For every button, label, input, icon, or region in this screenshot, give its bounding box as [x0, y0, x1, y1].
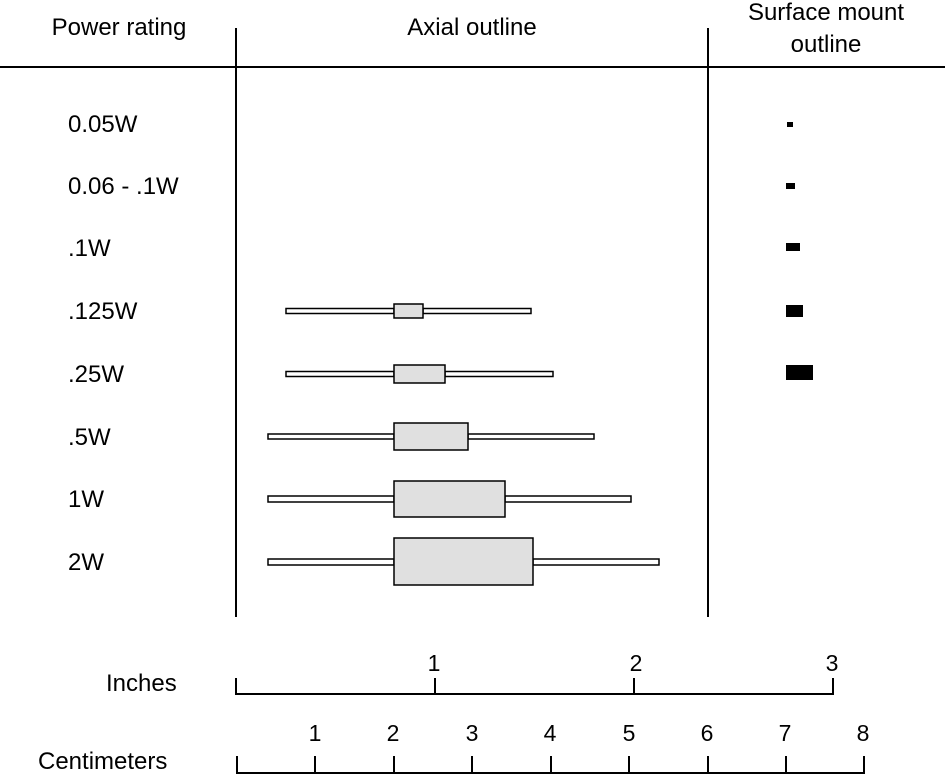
- centimeters-label: Centimeters: [38, 748, 167, 775]
- resistor-body: [393, 422, 469, 451]
- cm-tick-label: 6: [701, 720, 714, 746]
- cm-tick-label: 1: [309, 720, 322, 746]
- axial-outline-0.25w: [285, 364, 554, 384]
- lead-left: [285, 370, 395, 378]
- cm-tick-label: 2: [387, 720, 400, 746]
- axial-outline-0.125w: [285, 303, 532, 319]
- axial-outline-0.5w: [267, 422, 595, 451]
- inches-tick-label: 3: [826, 650, 839, 676]
- smd-outline-0.05w: [787, 122, 793, 127]
- rating-label: .125W: [68, 298, 138, 325]
- rating-label: .5W: [68, 424, 111, 451]
- lead-right: [532, 558, 660, 566]
- rating-label: 1W: [68, 486, 104, 513]
- inches-scale: Inches 1 2 3: [106, 650, 838, 697]
- lead-left: [267, 433, 395, 440]
- inches-label: Inches: [106, 670, 177, 697]
- rating-label: 0.06 - .1W: [68, 173, 179, 200]
- lead-right: [504, 495, 632, 503]
- cm-tick-label: 4: [544, 720, 557, 746]
- lead-right: [444, 370, 554, 378]
- cm-tick-label: 3: [466, 720, 479, 746]
- resistor-body: [393, 537, 534, 586]
- lead-right: [422, 307, 532, 315]
- smd-outline-0.06-0.1w: [786, 183, 795, 189]
- cm-tick-label: 7: [779, 720, 792, 746]
- smd-outline-0.125w: [786, 305, 803, 317]
- centimeters-scale: Centimeters 1 2 3 4 5 6 7 8: [38, 720, 869, 775]
- lead-left: [285, 307, 395, 315]
- header-surface-mount-line2: outline: [791, 31, 862, 58]
- rating-label: .1W: [68, 235, 111, 262]
- lead-left: [267, 558, 395, 566]
- lead-right: [467, 433, 595, 440]
- cm-tick-label: 8: [857, 720, 870, 746]
- smd-outline-0.1w: [786, 243, 800, 251]
- resistor-body: [393, 303, 424, 319]
- header-power-rating: Power rating: [52, 14, 187, 41]
- cm-tick-label: 5: [623, 720, 636, 746]
- rating-label: .25W: [68, 361, 124, 388]
- resistor-body: [393, 480, 506, 518]
- axial-outline-1w: [267, 480, 632, 518]
- lead-left: [267, 495, 395, 503]
- rating-label: 2W: [68, 549, 104, 576]
- inches-tick-label: 2: [630, 650, 643, 676]
- smd-outline-0.25w: [786, 365, 813, 380]
- header-axial-outline: Axial outline: [407, 14, 536, 41]
- rating-label: 0.05W: [68, 111, 138, 138]
- resistor-body: [393, 364, 446, 384]
- header-surface-mount-line1: Surface mount: [748, 0, 904, 26]
- axial-outline-2w: [267, 537, 660, 586]
- inches-tick-label: 1: [428, 650, 441, 676]
